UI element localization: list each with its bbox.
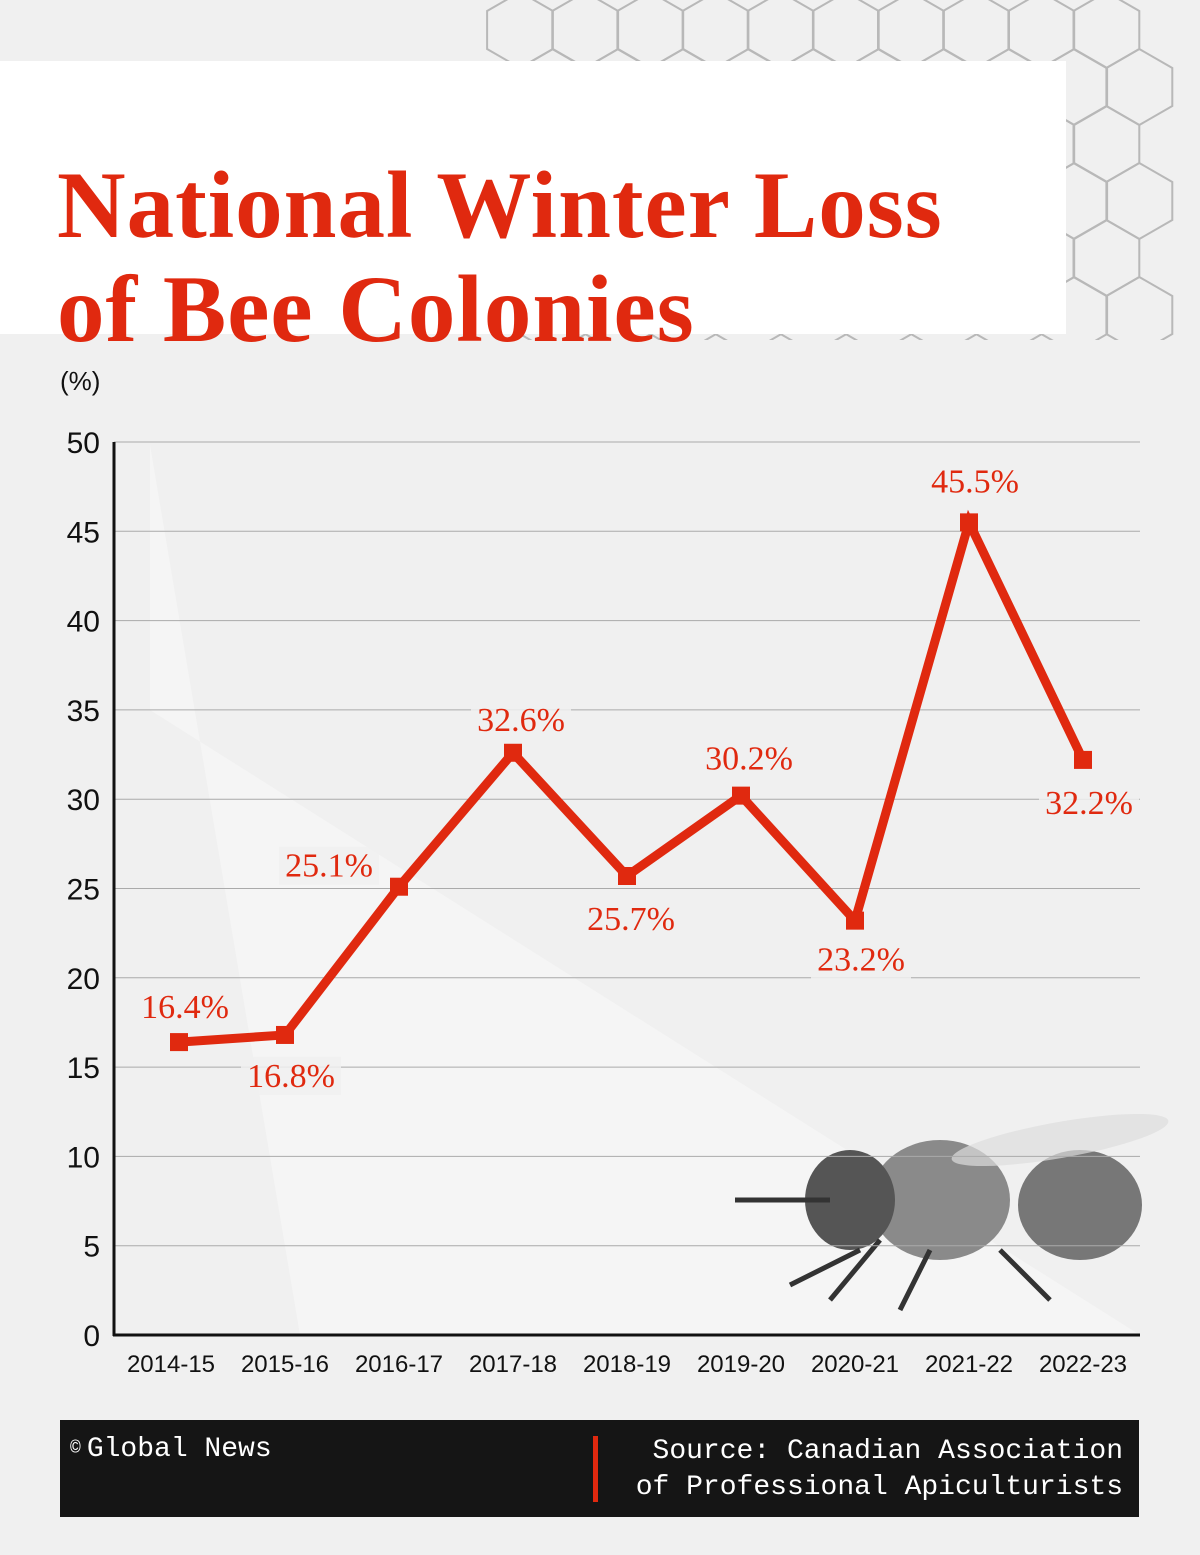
source: Source: Canadian Association of Professi… xyxy=(636,1434,1123,1506)
hexagon xyxy=(1105,275,1174,340)
y-axis-unit: (%) xyxy=(60,366,100,396)
data-point xyxy=(390,877,408,896)
title-line-2: of Bee Colonies xyxy=(57,256,695,362)
bee-abdomen xyxy=(1018,1150,1142,1260)
bee-leg xyxy=(828,1238,882,1302)
x-tick-label: 2014-15 xyxy=(127,1351,215,1378)
x-tick-label: 2021-22 xyxy=(925,1351,1013,1378)
data-label: 23.2% xyxy=(817,942,905,979)
bee-thorax xyxy=(870,1140,1010,1260)
data-label: 16.4% xyxy=(141,989,229,1026)
source-line-1: Source: Canadian Association xyxy=(652,1436,1123,1467)
data-label: 16.8% xyxy=(247,1058,335,1095)
data-point xyxy=(846,911,864,930)
source-line-2: of Professional Apiculturists xyxy=(635,1472,1123,1503)
light-shade xyxy=(150,445,1140,1335)
x-tick-label: 2015-16 xyxy=(241,1351,329,1378)
data-point xyxy=(504,743,522,762)
credit-text: Global News xyxy=(86,1434,272,1465)
copyright-icon: © xyxy=(70,1439,81,1459)
bee-leg xyxy=(788,1247,862,1288)
credit: © Global News xyxy=(70,1434,272,1465)
title-line-1: National Winter Loss xyxy=(57,152,943,258)
footer-divider xyxy=(593,1436,598,1502)
bee-leg xyxy=(998,1248,1052,1302)
label-bg xyxy=(581,899,681,938)
data-point xyxy=(1074,750,1092,769)
y-tick-label: 45 xyxy=(67,516,100,549)
data-point xyxy=(618,866,636,885)
footer: © Global News Source: Canadian Associatio… xyxy=(60,1420,1139,1517)
label-bg xyxy=(135,988,235,1027)
data-point xyxy=(732,786,750,805)
label-bg xyxy=(279,846,379,885)
label-bg xyxy=(1039,783,1139,822)
x-tick-label: 2020-21 xyxy=(811,1351,899,1378)
y-tick-label: 20 xyxy=(67,963,100,996)
y-tick-label: 5 xyxy=(83,1231,100,1264)
data-label: 45.5% xyxy=(931,463,1019,500)
y-tick-label: 40 xyxy=(67,606,100,639)
data-label: 30.2% xyxy=(705,741,793,778)
x-tick-label: 2018-19 xyxy=(583,1351,671,1378)
label-bg xyxy=(699,739,799,778)
y-tick-label: 0 xyxy=(83,1320,100,1353)
label-bg xyxy=(241,1056,341,1095)
line-chart: (%) 0 5 10 15 20 25 30 35 40 45 50 2014-15 2015-16 20… xyxy=(60,366,1169,1378)
data-label: 25.7% xyxy=(587,901,675,938)
data-label: 32.2% xyxy=(1045,785,1133,822)
y-tick-label: 35 xyxy=(67,695,100,728)
y-tick-label: 15 xyxy=(67,1052,100,1085)
data-point xyxy=(170,1033,188,1052)
label-bg xyxy=(811,940,911,979)
data-point xyxy=(276,1025,294,1044)
bee-wing xyxy=(951,1113,1169,1167)
x-tick-label: 2016-17 xyxy=(355,1351,443,1378)
y-tick-label: 25 xyxy=(67,874,100,907)
bee-illustration xyxy=(150,445,1169,1335)
x-tick-label: 2022-23 xyxy=(1039,1351,1127,1378)
bee-head xyxy=(805,1150,895,1250)
data-label: 25.1% xyxy=(285,848,373,885)
label-bg xyxy=(925,462,1025,501)
x-tick-label: 2019-20 xyxy=(697,1351,785,1378)
chart-title: National Winter Loss of Bee Colonies xyxy=(57,153,943,361)
title-box: National Winter Loss of Bee Colonies xyxy=(0,61,1066,361)
data-label: 32.6% xyxy=(477,702,565,739)
y-tick-label: 10 xyxy=(67,1141,100,1174)
label-bg xyxy=(471,700,571,739)
y-tick-label: 50 xyxy=(67,427,100,460)
bee-leg xyxy=(897,1248,933,1312)
data-point xyxy=(960,513,978,532)
x-tick-label: 2017-18 xyxy=(469,1351,557,1378)
y-tick-label: 30 xyxy=(67,784,100,817)
